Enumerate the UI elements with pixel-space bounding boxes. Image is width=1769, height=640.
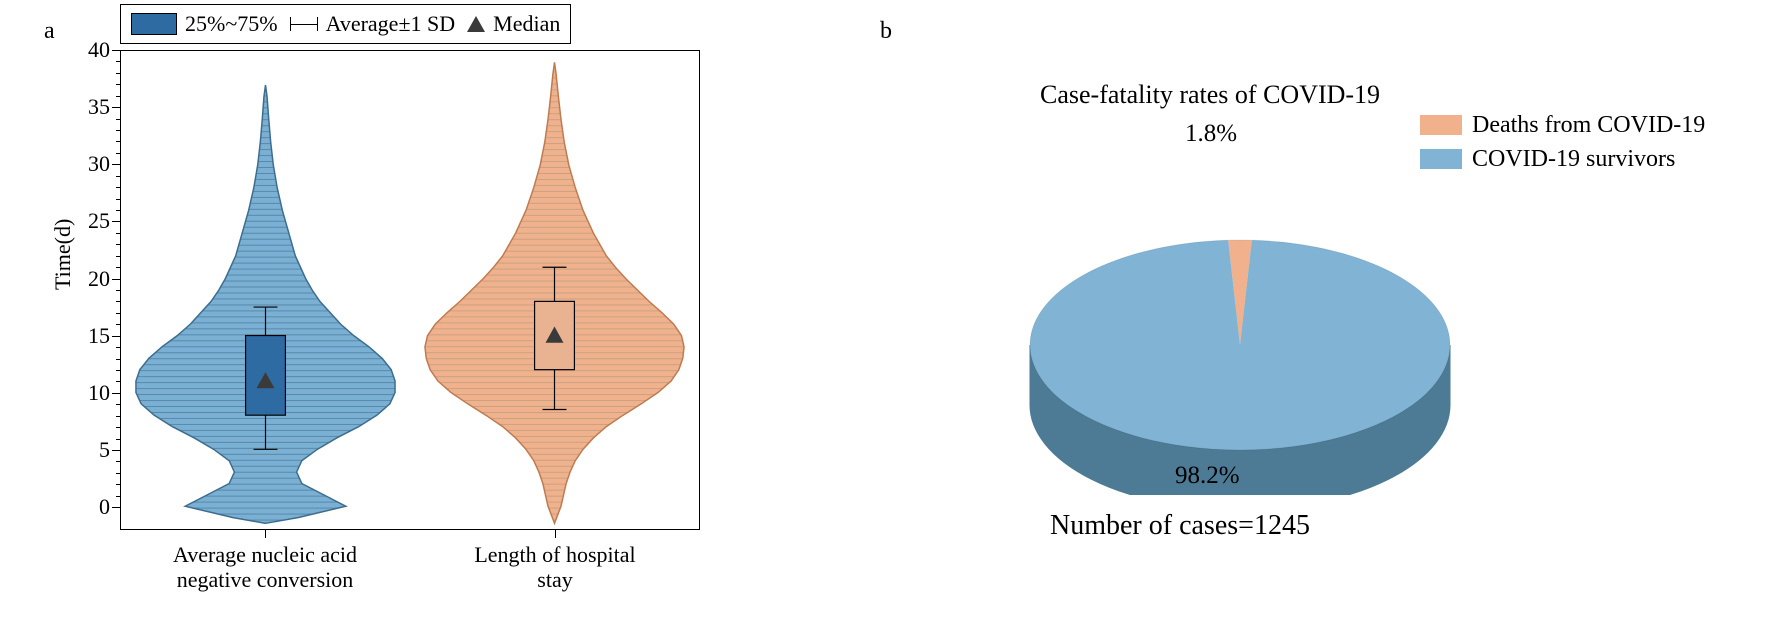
y-tick-label: 30 bbox=[65, 151, 110, 177]
y-tick-label: 20 bbox=[65, 266, 110, 292]
x-tick bbox=[265, 530, 266, 538]
y-tick bbox=[112, 393, 120, 394]
pie-slice-survivors-label: 98.2% bbox=[1175, 462, 1240, 490]
pie-legend-row: Deaths from COVID-19 bbox=[1420, 110, 1705, 140]
violin-svg bbox=[121, 51, 699, 529]
pie-legend-row: COVID-19 survivors bbox=[1420, 144, 1705, 174]
y-tick-label: 0 bbox=[65, 494, 110, 520]
pie-legend-label-deaths: Deaths from COVID-19 bbox=[1472, 110, 1705, 140]
y-tick bbox=[112, 164, 120, 165]
legend-whisker-icon bbox=[290, 17, 318, 31]
violin-shape bbox=[136, 85, 395, 523]
violin-plot-frame bbox=[120, 50, 700, 530]
y-tick-label: 35 bbox=[65, 94, 110, 120]
legend-median-label: Median bbox=[493, 11, 560, 37]
pie-legend: Deaths from COVID-19 COVID-19 survivors bbox=[1420, 110, 1705, 178]
pie-legend-swatch-deaths bbox=[1420, 115, 1462, 135]
y-tick bbox=[112, 336, 120, 337]
y-tick bbox=[112, 279, 120, 280]
pie-title: Case-fatality rates of COVID-19 bbox=[1040, 80, 1380, 110]
figure-root: a 25%~75% Average±1 SD Median Time(d) 05… bbox=[0, 0, 1769, 640]
panel-b-label: b bbox=[880, 18, 892, 45]
panel-a: a 25%~75% Average±1 SD Median Time(d) 05… bbox=[40, 0, 800, 640]
pie-slice-deaths-label: 1.8% bbox=[1185, 120, 1237, 148]
y-tick bbox=[112, 221, 120, 222]
y-tick-label: 10 bbox=[65, 380, 110, 406]
x-tick-label: Average nucleic acidnegative conversion bbox=[155, 542, 375, 593]
y-tick-label: 15 bbox=[65, 323, 110, 349]
x-tick-label: Length of hospitalstay bbox=[445, 542, 665, 593]
y-tick bbox=[112, 107, 120, 108]
legend-iqr-label: 25%~75% bbox=[185, 11, 278, 37]
violin-legend: 25%~75% Average±1 SD Median bbox=[120, 4, 571, 44]
y-tick-label: 40 bbox=[65, 37, 110, 63]
y-tick bbox=[112, 450, 120, 451]
panel-b: b Case-fatality rates of COVID-19 1.8% 9… bbox=[920, 0, 1740, 640]
panel-a-label: a bbox=[44, 18, 55, 45]
legend-whisker-label: Average±1 SD bbox=[326, 11, 456, 37]
y-tick-label: 5 bbox=[65, 437, 110, 463]
x-tick bbox=[555, 530, 556, 538]
y-tick bbox=[112, 507, 120, 508]
pie-caption: Number of cases=1245 bbox=[1050, 510, 1310, 542]
y-tick-label: 25 bbox=[65, 208, 110, 234]
y-tick bbox=[112, 50, 120, 51]
pie-legend-swatch-survivors bbox=[1420, 149, 1462, 169]
legend-iqr-swatch bbox=[131, 13, 177, 35]
legend-median-icon bbox=[467, 16, 485, 32]
pie-legend-label-survivors: COVID-19 survivors bbox=[1472, 144, 1675, 174]
